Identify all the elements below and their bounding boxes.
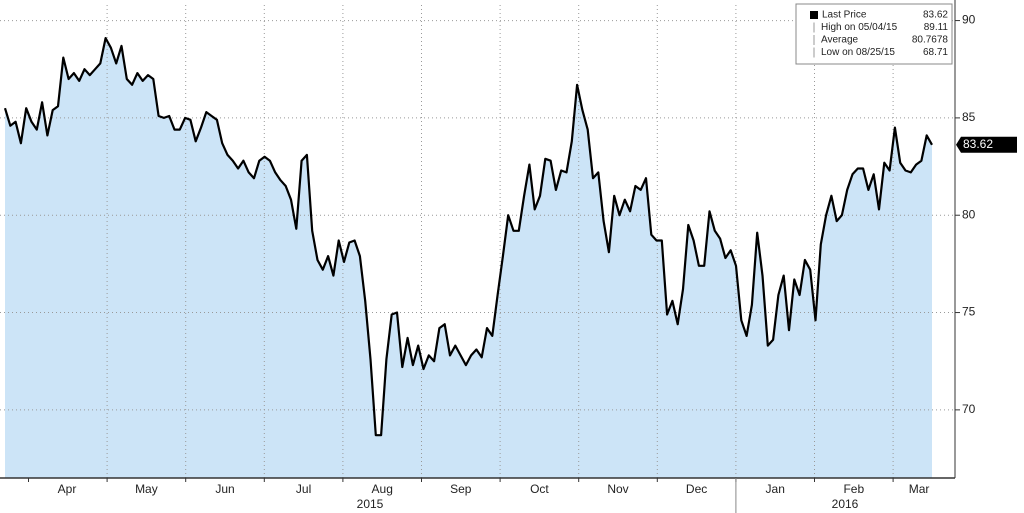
price-line xyxy=(3,37,933,437)
area xyxy=(5,38,932,478)
legend-value: 68.71 xyxy=(923,47,948,58)
x-tick-label: Jul xyxy=(296,482,311,496)
y-tick-label: 80 xyxy=(962,207,976,221)
year-label: 2015 xyxy=(357,497,384,511)
legend-label: High on 05/04/15 xyxy=(821,22,898,33)
y-tick-label: 75 xyxy=(962,305,976,319)
x-tick-label: Dec xyxy=(686,482,707,496)
x-tick-label: Sep xyxy=(450,482,472,496)
x-tick-label: Oct xyxy=(530,482,549,496)
legend-box xyxy=(795,3,953,65)
legend-value: 83.62 xyxy=(923,10,948,21)
x-tick-label: Apr xyxy=(58,482,77,496)
legend-label: Low on 08/25/15 xyxy=(821,47,895,58)
y-tick-label: 85 xyxy=(962,110,976,124)
legend-swatch xyxy=(810,11,818,19)
legend-value: 89.11 xyxy=(924,22,949,33)
legend-value: 80.7678 xyxy=(912,35,949,46)
year-label: 2016 xyxy=(832,497,859,511)
x-tick-label: Jun xyxy=(215,482,234,496)
x-tick-label: Aug xyxy=(372,482,393,496)
last-price-tag xyxy=(956,136,1017,153)
legend-label: Last Price xyxy=(822,10,867,21)
x-tick-label: Nov xyxy=(607,482,628,496)
x-tick-label: Feb xyxy=(843,482,864,496)
x-tick-label: Jan xyxy=(766,482,785,496)
last-price-label: 83.62 xyxy=(963,137,993,151)
legend-label: Average xyxy=(821,35,859,46)
legend: Last Price 83.62 High on 05/04/15 89.11 Aver… xyxy=(795,3,953,65)
x-tick-label: Mar xyxy=(909,482,930,496)
y-tick-label: 70 xyxy=(962,402,976,416)
y-tick-label: 90 xyxy=(962,13,976,27)
x-tick-label: May xyxy=(135,482,158,496)
